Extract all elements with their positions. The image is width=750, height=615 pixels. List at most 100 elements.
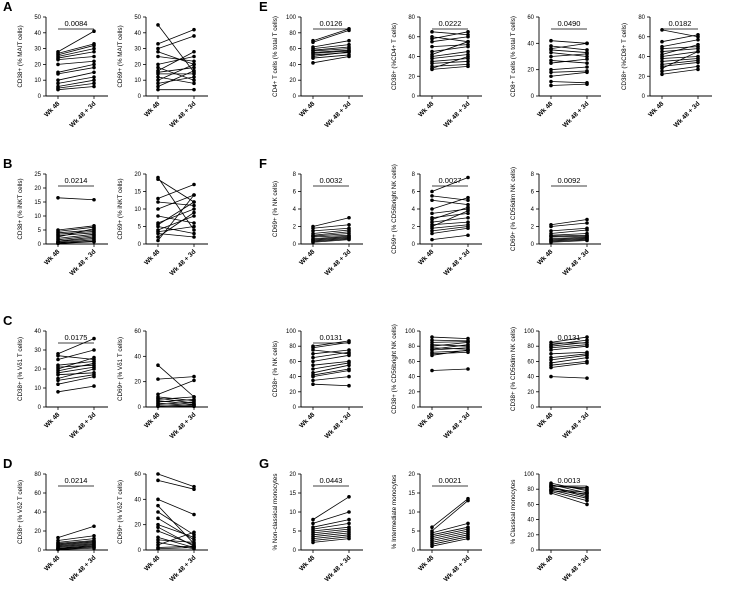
- point-wk48-3d: [92, 361, 96, 366]
- pair-line: [431, 226, 469, 232]
- pair-line: [57, 45, 95, 56]
- point-wk48-3d: [192, 235, 196, 239]
- y-axis-label: CD69+ (% CD56bright NK cells): [391, 164, 398, 254]
- pair-line: [431, 349, 469, 356]
- pair-line: [661, 68, 699, 75]
- pair-line: [431, 197, 469, 210]
- x-tick-label: Wk 48 + 3d: [324, 100, 353, 129]
- pair-line: [550, 240, 588, 243]
- point-wk48: [311, 240, 315, 245]
- y-tick-label: 0: [138, 405, 142, 411]
- panel-label-f: F: [259, 156, 267, 171]
- point-wk48-3d: [347, 353, 351, 358]
- point-wk48: [56, 357, 60, 362]
- pair-line: [550, 339, 588, 346]
- panel-0-0: 0 10 20 30 40 50 Wk 48 Wk 48 + 3d CD38+ (% MAIT …: [17, 15, 108, 129]
- pair-line: [157, 531, 195, 546]
- point-wk48: [549, 365, 553, 370]
- point-wk48: [56, 81, 60, 86]
- pair-line: [312, 56, 350, 64]
- point-wk48: [56, 87, 60, 92]
- pair-line: [157, 404, 195, 407]
- point-wk48-3d: [585, 41, 589, 46]
- point-wk48: [549, 44, 553, 48]
- point-wk48-3d: [466, 220, 470, 224]
- pair-line: [57, 71, 95, 81]
- point-wk48: [156, 54, 160, 59]
- pair-line: [157, 402, 195, 407]
- y-tick-label: 2: [531, 225, 535, 231]
- pair-line: [312, 351, 350, 358]
- point-wk48: [56, 535, 60, 540]
- pair-line: [431, 206, 469, 220]
- pair-line: [550, 222, 588, 227]
- point-wk48-3d: [466, 202, 470, 207]
- y-axis-label: CD38+ (% iNKT cells): [17, 178, 24, 239]
- point-wk48-3d: [347, 237, 351, 242]
- point-wk48-3d: [466, 54, 470, 59]
- pair-line: [57, 60, 95, 65]
- pair-line: [157, 530, 195, 546]
- panel-label-d: D: [3, 456, 12, 471]
- point-wk48: [430, 229, 434, 233]
- point-wk48-3d: [192, 533, 196, 537]
- point-wk48: [311, 521, 315, 526]
- y-tick-label: 5: [38, 228, 42, 234]
- point-wk48: [156, 525, 160, 529]
- point-wk48: [156, 84, 160, 89]
- y-tick-label: 60: [408, 359, 415, 365]
- point-wk48: [156, 42, 160, 46]
- pair-line: [431, 368, 469, 371]
- point-wk48-3d: [92, 43, 96, 48]
- pair-line: [312, 523, 350, 530]
- point-wk48: [660, 28, 664, 32]
- point-wk48: [549, 61, 553, 65]
- point-wk48: [430, 217, 434, 222]
- panel-1-4: 0 2 4 6 8 Wk 48 Wk 48 + 3d CD69+ (% CD56dim NK …: [510, 167, 601, 277]
- panel-1-3: 0 2 4 6 8 Wk 48 Wk 48 + 3d CD69+ (% CD56bright …: [391, 164, 482, 277]
- point-wk48: [311, 348, 315, 352]
- pair-line: [550, 239, 588, 242]
- pair-line: [312, 236, 350, 241]
- point-wk48: [660, 46, 664, 51]
- point-wk48: [430, 335, 434, 339]
- y-tick-label: 20: [34, 367, 41, 373]
- panel-2-2: 0 20 40 60 80 100 Wk 48 Wk 48 + 3d CD38+ (% NK c…: [272, 329, 363, 440]
- y-tick-label: 0: [293, 94, 297, 100]
- point-wk48-3d: [347, 495, 351, 499]
- pair-line: [312, 217, 350, 227]
- pair-line: [431, 500, 469, 532]
- panel-0-5: 0 20 40 60 80 Wk 48 Wk 48 + 3d CD38+ (%CD8+ T c…: [621, 15, 712, 129]
- point-wk48: [156, 62, 160, 67]
- pair-line: [57, 357, 95, 370]
- point-wk48-3d: [466, 64, 470, 69]
- y-tick-label: 20: [408, 390, 415, 396]
- pair-line: [157, 536, 195, 548]
- point-wk48: [156, 72, 160, 76]
- pair-line: [57, 51, 95, 59]
- point-wk48-3d: [92, 78, 96, 82]
- panel-0-1: 0 10 20 30 40 50 Wk 48 Wk 48 + 3d CD69+ (% MAIT …: [117, 15, 208, 129]
- y-tick-label: 8: [412, 172, 416, 178]
- pair-line: [550, 362, 588, 368]
- point-wk48: [156, 535, 160, 540]
- point-wk48: [430, 220, 434, 224]
- point-wk48: [56, 78, 60, 82]
- point-wk48: [311, 61, 315, 65]
- x-tick-label: Wk 48: [43, 554, 62, 573]
- point-wk48-3d: [192, 62, 196, 67]
- pair-line: [57, 43, 95, 54]
- p-value: 0.0027: [439, 176, 462, 185]
- y-tick-label: 40: [527, 41, 534, 47]
- point-wk48: [549, 48, 553, 52]
- point-wk48-3d: [466, 208, 470, 213]
- x-tick-label: Wk 48 + 3d: [443, 411, 472, 440]
- point-wk48: [430, 61, 434, 66]
- point-wk48-3d: [347, 363, 351, 368]
- point-wk48-3d: [92, 533, 96, 538]
- pair-line: [157, 64, 195, 81]
- y-tick-label: 40: [289, 375, 296, 381]
- p-value: 0.0131: [320, 333, 343, 342]
- point-wk48: [311, 226, 315, 231]
